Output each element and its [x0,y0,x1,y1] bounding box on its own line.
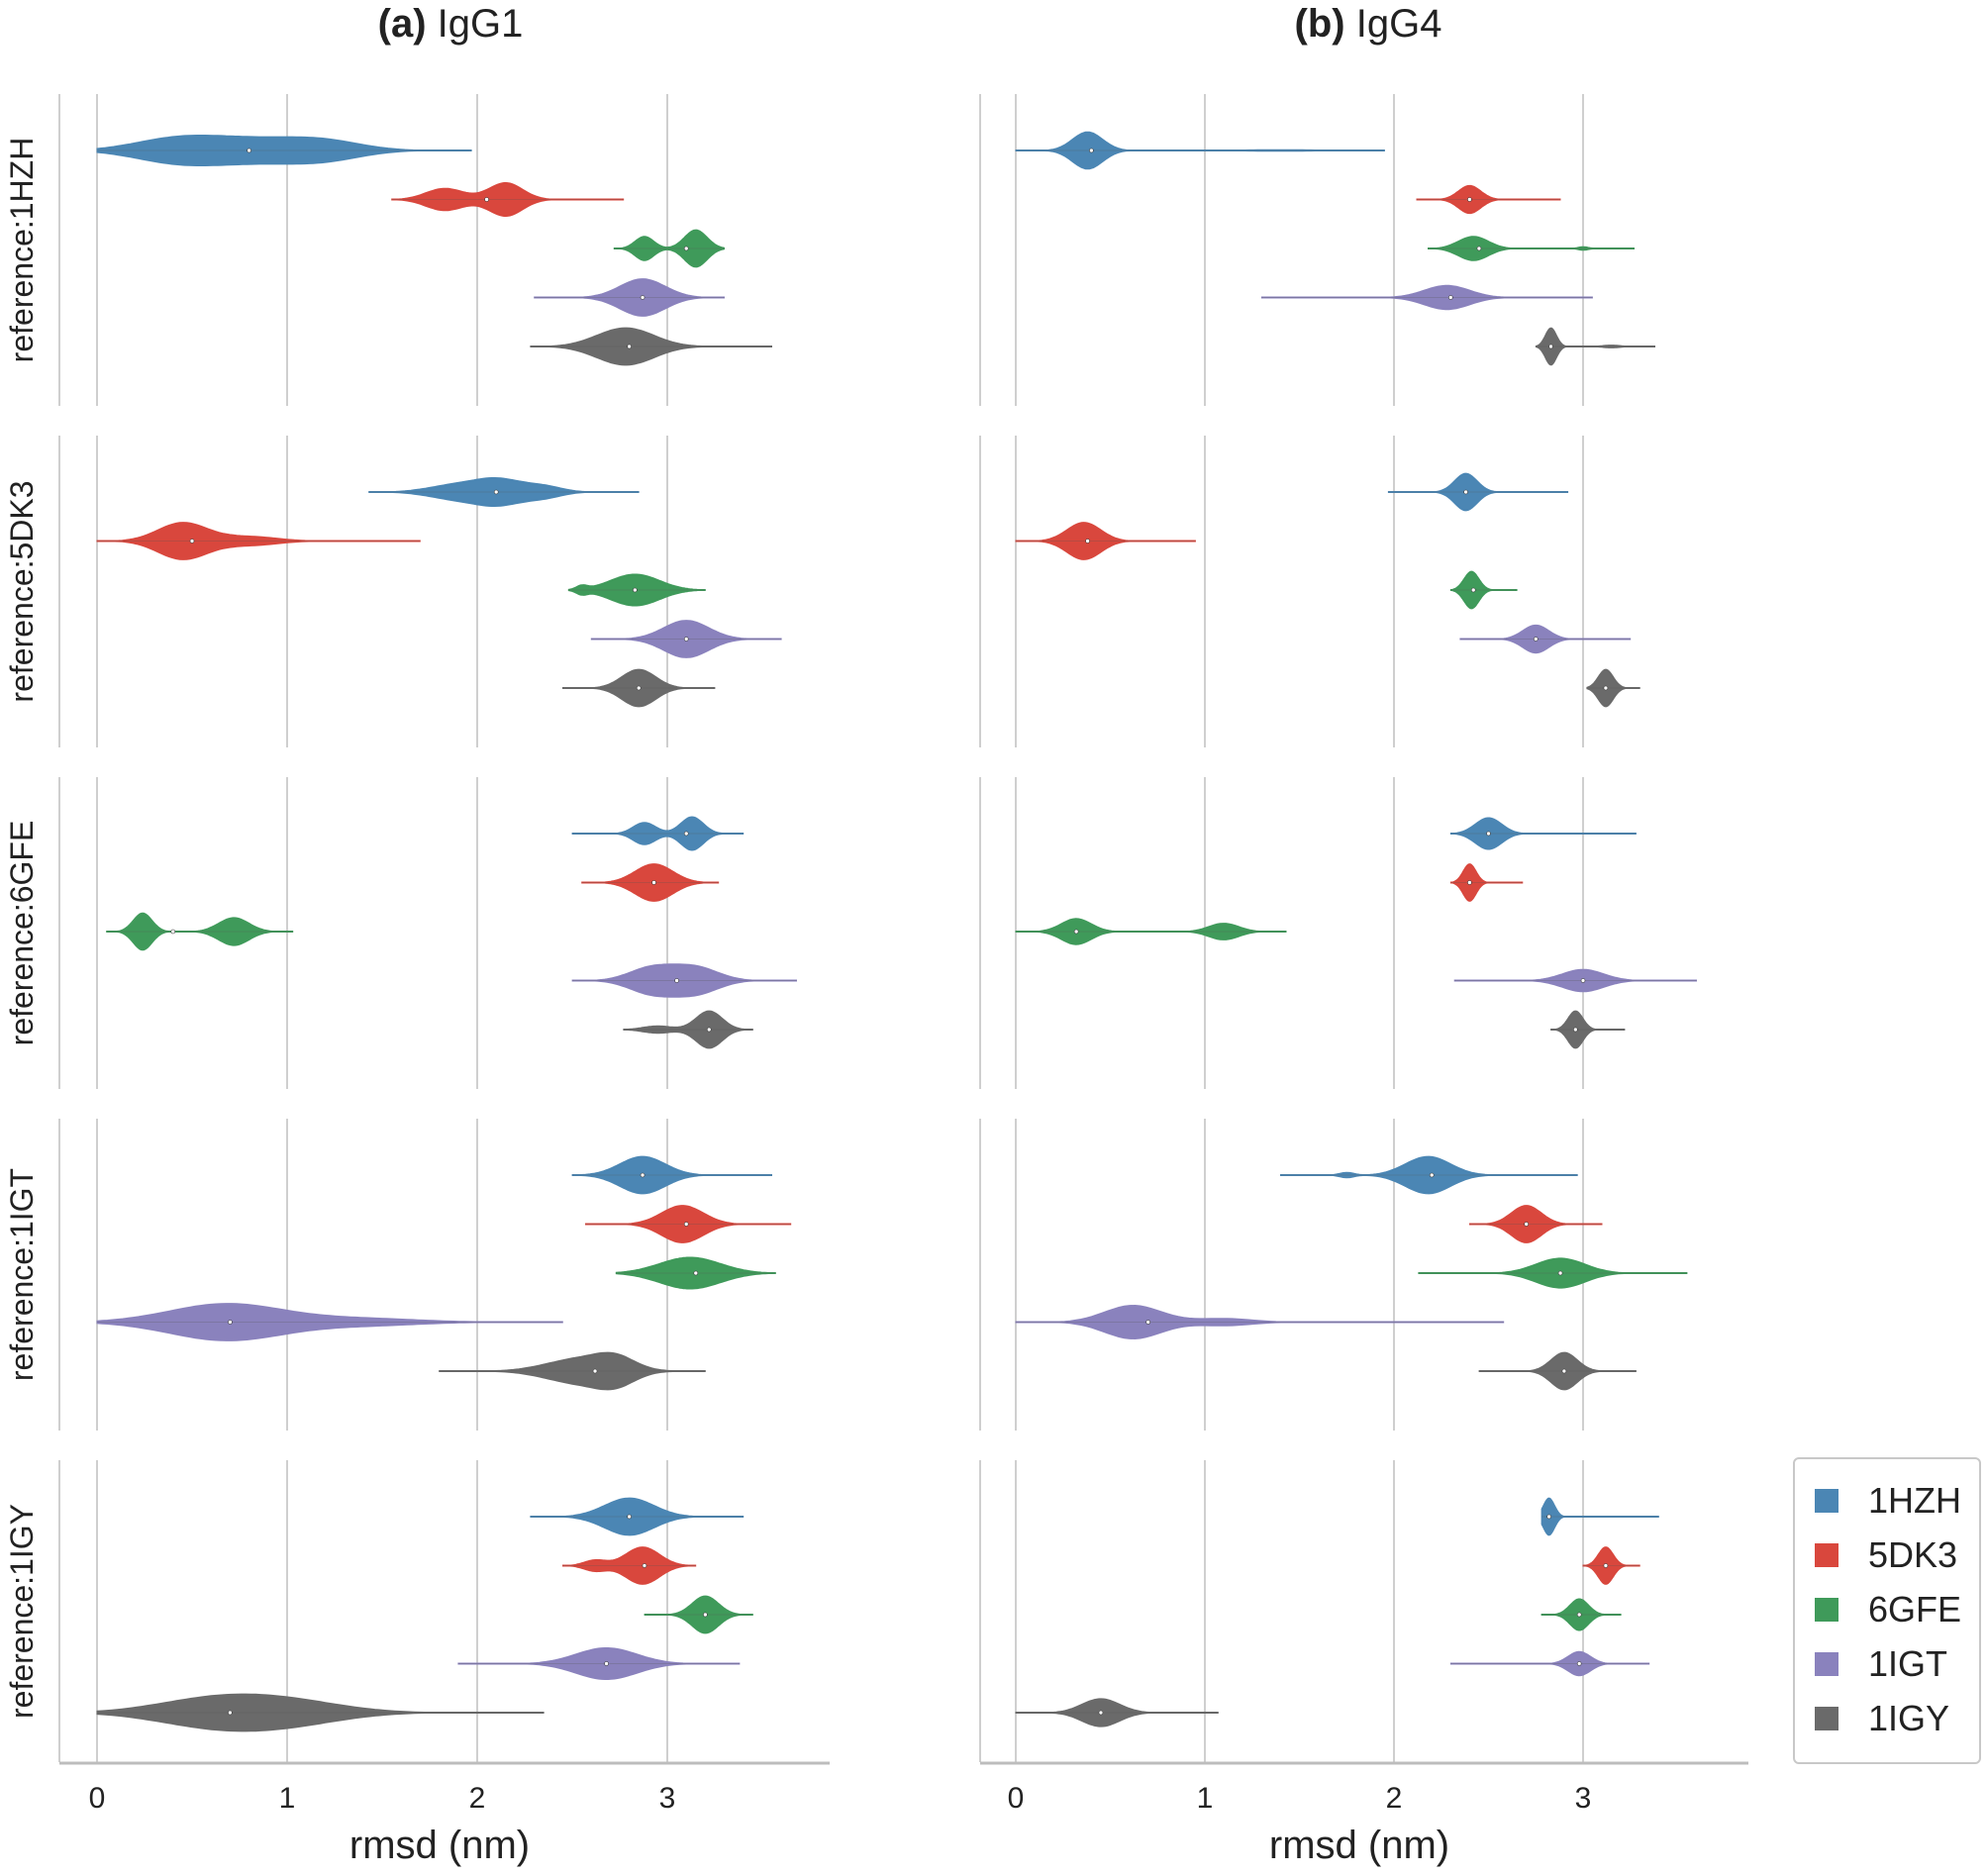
violin-median [1145,1320,1150,1325]
violin-median [1573,1027,1578,1033]
violin-median [1561,1368,1567,1374]
panel-title-igg1: (a) IgG1 [377,2,524,46]
row-label: reference:1IGY [4,1504,40,1719]
violin-median [604,1661,609,1666]
x-tick-label: 0 [1008,1782,1025,1815]
legend-item-1hzh: 1HZH [1815,1480,1961,1521]
violin-median [651,880,656,885]
violin-median [1085,539,1090,543]
violin-median [189,539,195,543]
violin-median [640,1172,646,1178]
violin-median [493,489,499,495]
x-tick-label: 1 [279,1782,296,1815]
violin-median [484,197,489,202]
violin-median [640,295,646,300]
violin-median [1448,295,1453,300]
legend-swatch-5dk3 [1815,1543,1838,1567]
x-tick-label: 1 [1197,1782,1214,1815]
violin-median [1467,880,1472,885]
violin-median [633,587,638,593]
panel-title-igg4: (b) IgG4 [1294,2,1442,46]
violin-median [228,1320,233,1325]
violin-median [674,978,679,983]
violin-median [636,685,642,691]
violin-median [1580,978,1586,983]
violin-median [683,637,689,642]
legend-swatch-1igy [1815,1707,1838,1730]
violin-median [1476,246,1482,251]
violin-median [1576,1612,1582,1618]
violin-median [627,344,632,349]
x-tick-label: 0 [89,1782,106,1815]
violin-median [228,1710,233,1716]
row-label: reference:5DK3 [4,480,40,702]
violin-median [1089,148,1094,153]
violin-median [1603,685,1609,691]
row-label: reference:1HZH [4,138,40,363]
violin-median [706,1027,712,1033]
violin-median [693,1270,699,1276]
row-label: reference:1IGT [4,1168,40,1381]
violin-median [683,1222,689,1227]
x-tick-label: 3 [659,1782,676,1815]
violin-median [1533,637,1539,642]
violin-median [1467,197,1472,202]
legend-item-1igt: 1IGT [1815,1643,1947,1684]
violin-median [1463,489,1468,495]
violin-median [1603,1563,1609,1568]
violin-median [1098,1710,1104,1716]
violin-median [1524,1222,1529,1227]
legend-item-5dk3: 5DK3 [1815,1534,1957,1575]
legend-swatch-1hzh [1815,1489,1838,1513]
violin-median [683,831,689,837]
violin-median [627,1514,632,1520]
violin-median [1576,1661,1582,1666]
violin-median [247,148,251,153]
x-tick-label: 3 [1575,1782,1592,1815]
violin-median [1073,929,1079,935]
row-label: reference:6GFE [4,821,40,1046]
x-axis-label: rmsd (nm) [349,1824,530,1867]
legend-swatch-1igt [1815,1652,1838,1676]
violin-median [683,246,689,251]
violin-median [703,1612,708,1618]
violin-median [592,1368,598,1374]
x-axis-label: rmsd (nm) [1269,1824,1449,1867]
violin-median [1548,344,1553,349]
x-tick-label: 2 [1386,1782,1403,1815]
violin-median [1557,1270,1563,1276]
violin-median [170,929,176,935]
violin-median [1470,587,1476,593]
legend-swatch-6gfe [1815,1598,1838,1622]
violin-median [642,1563,647,1568]
legend-item-1igy: 1IGY [1815,1698,1949,1738]
x-tick-label: 2 [469,1782,486,1815]
legend-item-6gfe: 6GFE [1815,1589,1961,1629]
violin-median [1486,831,1491,837]
legend: 1HZH 5DK3 6GFE 1IGT 1IGY [1793,1457,1981,1764]
violin-median [1546,1514,1551,1520]
violin-median [1429,1172,1435,1178]
